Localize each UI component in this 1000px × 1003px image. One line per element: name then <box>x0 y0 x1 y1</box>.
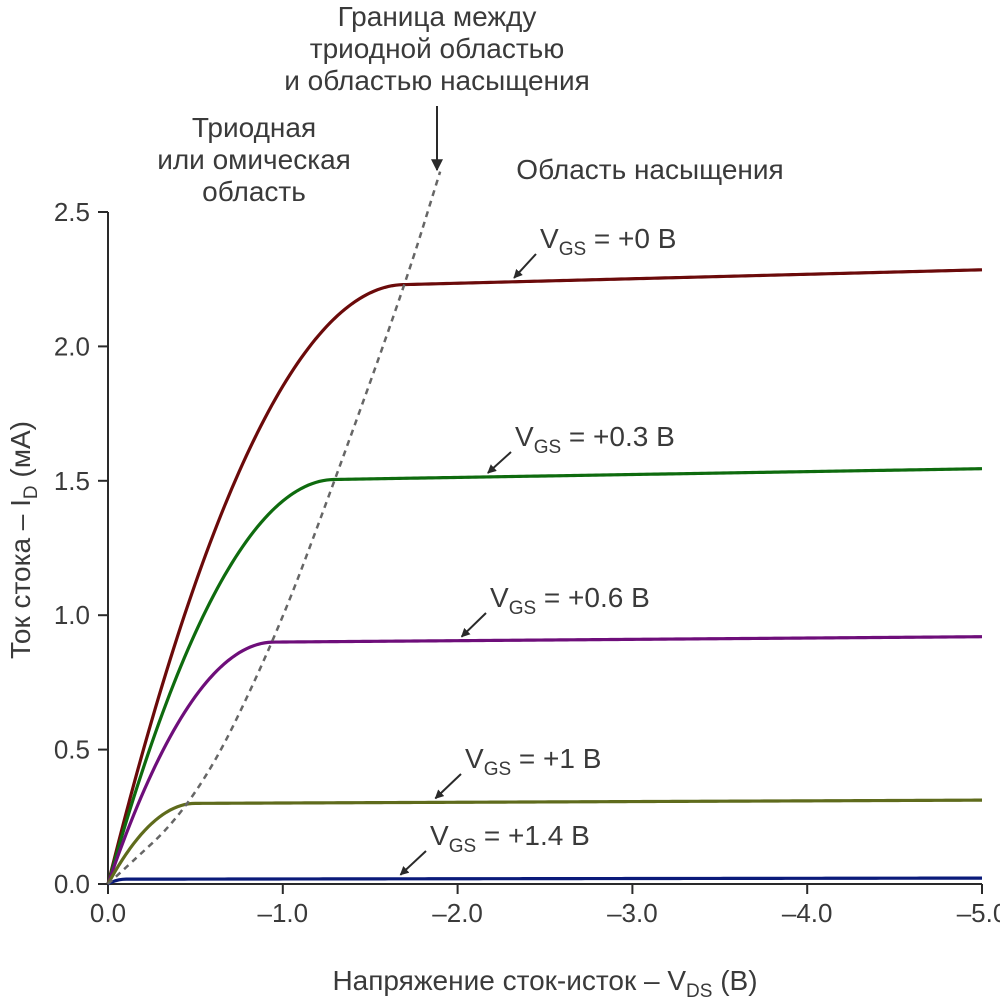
series-label-rest: = +0 В <box>586 223 676 254</box>
series-layer <box>106 268 983 886</box>
triode-label-line-2: или омическая <box>157 144 351 175</box>
x-axis-title-sub: DS <box>686 981 712 1002</box>
series-label-rest: = +1 В <box>511 743 601 774</box>
series-line <box>107 876 982 886</box>
x-tick-label: –3.0 <box>607 898 658 928</box>
series-label-arrow <box>460 612 487 638</box>
series-label: VGS = +1.4 В <box>430 820 590 857</box>
series-label-main: V <box>465 743 484 774</box>
y-tick-label: 2.5 <box>54 197 90 227</box>
y-tick-label: 2.0 <box>54 331 90 361</box>
boundary-label-line-3: и областью насыщения <box>284 65 590 96</box>
y-tick-label: 0.0 <box>54 869 90 899</box>
x-tick-label: –1.0 <box>257 898 308 928</box>
triode-label-line-3: область <box>202 176 306 207</box>
series-label-arrow <box>513 253 537 279</box>
y-ticks: 0.0 0.5 1.0 1.5 2.0 2.5 <box>54 197 108 899</box>
axes <box>107 212 982 885</box>
y-axis-title-sub: D <box>21 485 42 499</box>
x-axis-title-main: Напряжение сток-исток – V <box>332 965 686 996</box>
series-label-main: V <box>540 223 559 254</box>
series-label-sub: GS <box>449 836 476 857</box>
series-label-main: V <box>515 421 534 452</box>
y-tick-label: 1.0 <box>54 600 90 630</box>
series-label: VGS = +1 В <box>465 743 601 780</box>
boundary-label-line-1: Граница между <box>338 1 537 32</box>
series-line <box>106 635 983 885</box>
boundary-label-line-2: триодной областью <box>310 33 564 64</box>
series-label: VGS = +0.6 В <box>490 582 650 619</box>
series-label-sub: GS <box>484 759 511 780</box>
series-label-arrow <box>487 451 512 474</box>
series-label-sub: GS <box>534 437 561 458</box>
y-axis-title: Ток стока – ID (мА) <box>5 421 42 659</box>
x-tick-label: 0.0 <box>90 898 126 928</box>
series-label-rest: = +1.4 В <box>476 820 590 851</box>
series-label-arrow <box>399 850 427 876</box>
x-tick-label: –4.0 <box>782 898 833 928</box>
series-label-main: V <box>430 820 449 851</box>
series-line <box>106 798 983 885</box>
series-label-sub: GS <box>559 239 586 260</box>
saturation-label: Область насыщения <box>516 154 783 185</box>
series-label: VGS = +0.3 В <box>515 421 675 458</box>
x-axis-title: Напряжение сток-исток – VDS (В) <box>332 965 757 1002</box>
triode-label-line-1: Триодная <box>192 112 316 143</box>
y-tick-label: 1.5 <box>54 466 90 496</box>
series-label-arrow <box>434 773 462 800</box>
y-axis-title-main: Ток стока – I <box>5 499 36 659</box>
series-label: VGS = +0 В <box>540 223 676 260</box>
x-ticks: 0.0 –1.0 –2.0 –3.0 –4.0 –5.0 <box>90 884 1000 928</box>
x-axis-title-unit: (В) <box>712 965 757 996</box>
series-label-rest: = +0.3 В <box>561 421 675 452</box>
series-label-main: V <box>490 582 509 613</box>
series-label-rest: = +0.6 В <box>536 582 650 613</box>
x-tick-label: –5.0 <box>957 898 1000 928</box>
y-tick-label: 0.5 <box>54 735 90 765</box>
series-label-sub: GS <box>509 598 536 619</box>
x-tick-label: –2.0 <box>432 898 483 928</box>
series-line <box>106 268 983 885</box>
y-axis-title-unit: (мА) <box>5 421 36 485</box>
series-line <box>106 467 983 885</box>
saturation-boundary-curve <box>107 171 442 885</box>
